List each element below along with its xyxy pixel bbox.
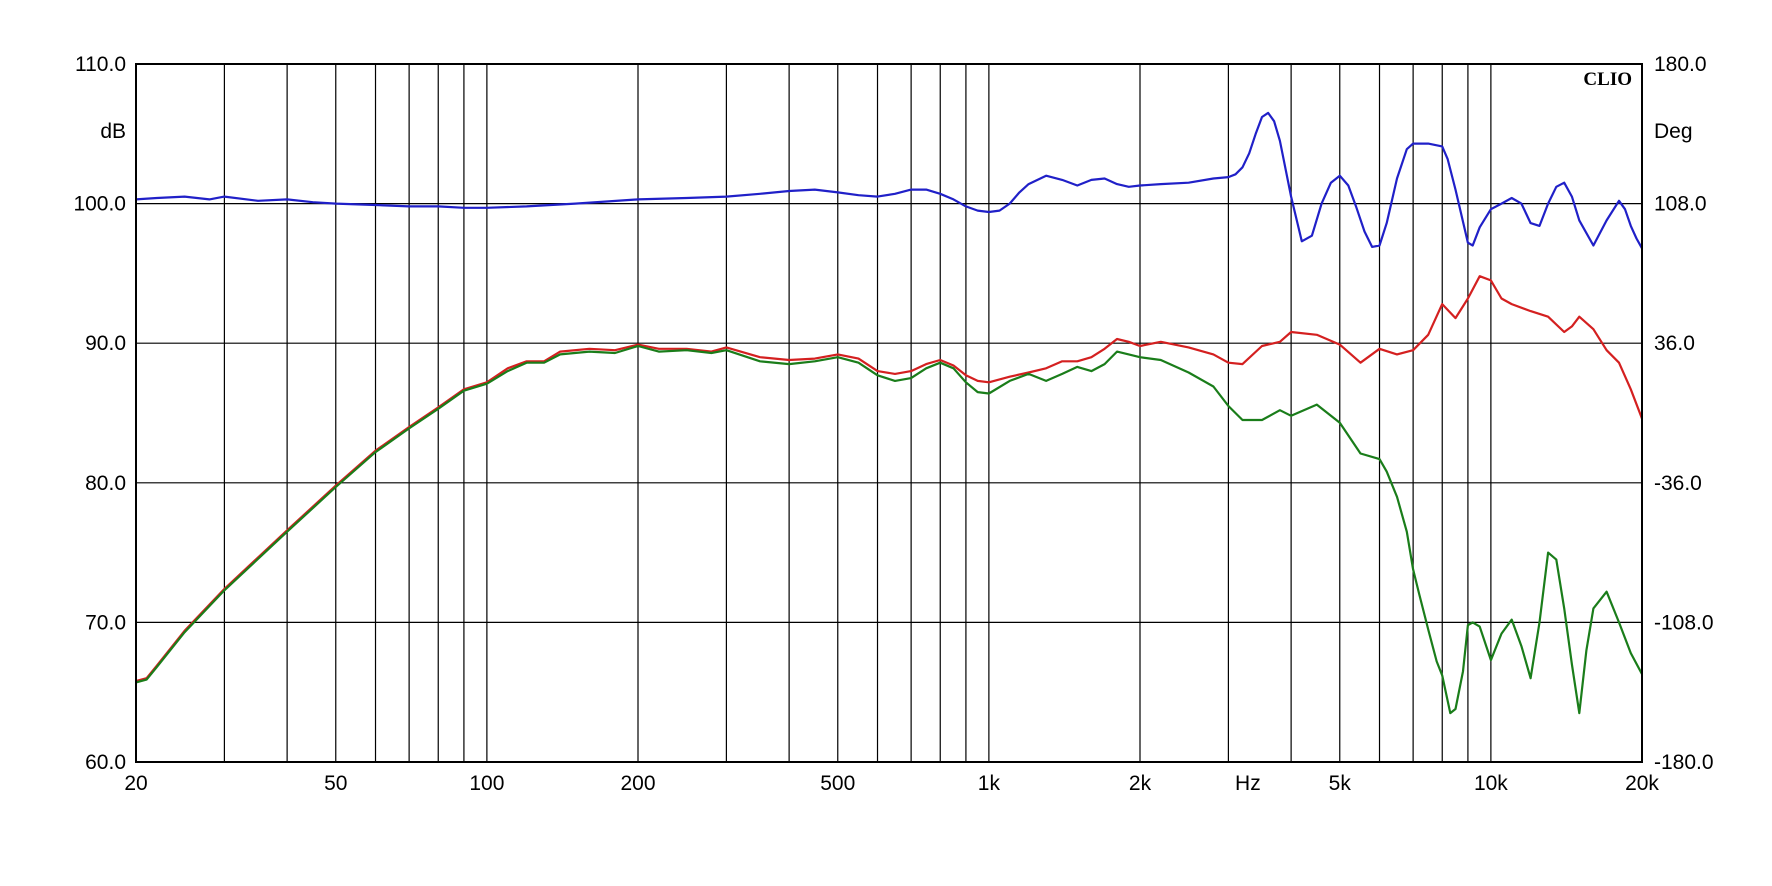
y2-tick-label: 180.0	[1654, 53, 1707, 76]
series-line-3	[136, 344, 1642, 715]
x-tick-label: 1k	[978, 772, 1001, 795]
x-tick-label: 20	[124, 772, 147, 795]
x-tick-label: 200	[620, 772, 655, 795]
y-tick-label: 60.0	[85, 751, 126, 774]
x-axis-label: Hz	[1235, 772, 1261, 795]
y-tick-label: 100.0	[73, 193, 126, 216]
y2-tick-label: -108.0	[1654, 611, 1714, 634]
y-tick-label: 90.0	[85, 332, 126, 355]
y-tick-label: 110.0	[75, 53, 126, 76]
grid	[136, 64, 1642, 762]
y2-axis-label: Deg	[1654, 120, 1693, 143]
x-tick-label: 20k	[1625, 772, 1659, 795]
y2-tick-label: -180.0	[1654, 751, 1714, 774]
x-tick-label: 50	[324, 772, 347, 795]
y-tick-label: 80.0	[85, 472, 126, 495]
x-tick-label: 10k	[1474, 772, 1508, 795]
plot-frame	[135, 63, 1643, 763]
series-group	[136, 111, 1642, 715]
x-tick-label: 2k	[1129, 772, 1152, 795]
series-line-1	[136, 111, 1642, 251]
x-tick-label: 500	[820, 772, 855, 795]
x-tick-label: 100	[469, 772, 504, 795]
y2-tick-label: 36.0	[1654, 332, 1695, 355]
series-line-2	[136, 275, 1642, 683]
y-axis-label: dB	[100, 120, 126, 143]
brand-label: CLIO	[1583, 69, 1632, 90]
y2-tick-label: -36.0	[1654, 472, 1702, 495]
y2-tick-label: 108.0	[1654, 193, 1707, 216]
tick-labels: 20 50 100 200 500 1k 2k 5k 10k 20k 60.0 70.0 80.0 90.…	[73, 53, 1713, 795]
x-tick-label: 5k	[1329, 772, 1352, 795]
y-tick-label: 70.0	[85, 611, 126, 634]
